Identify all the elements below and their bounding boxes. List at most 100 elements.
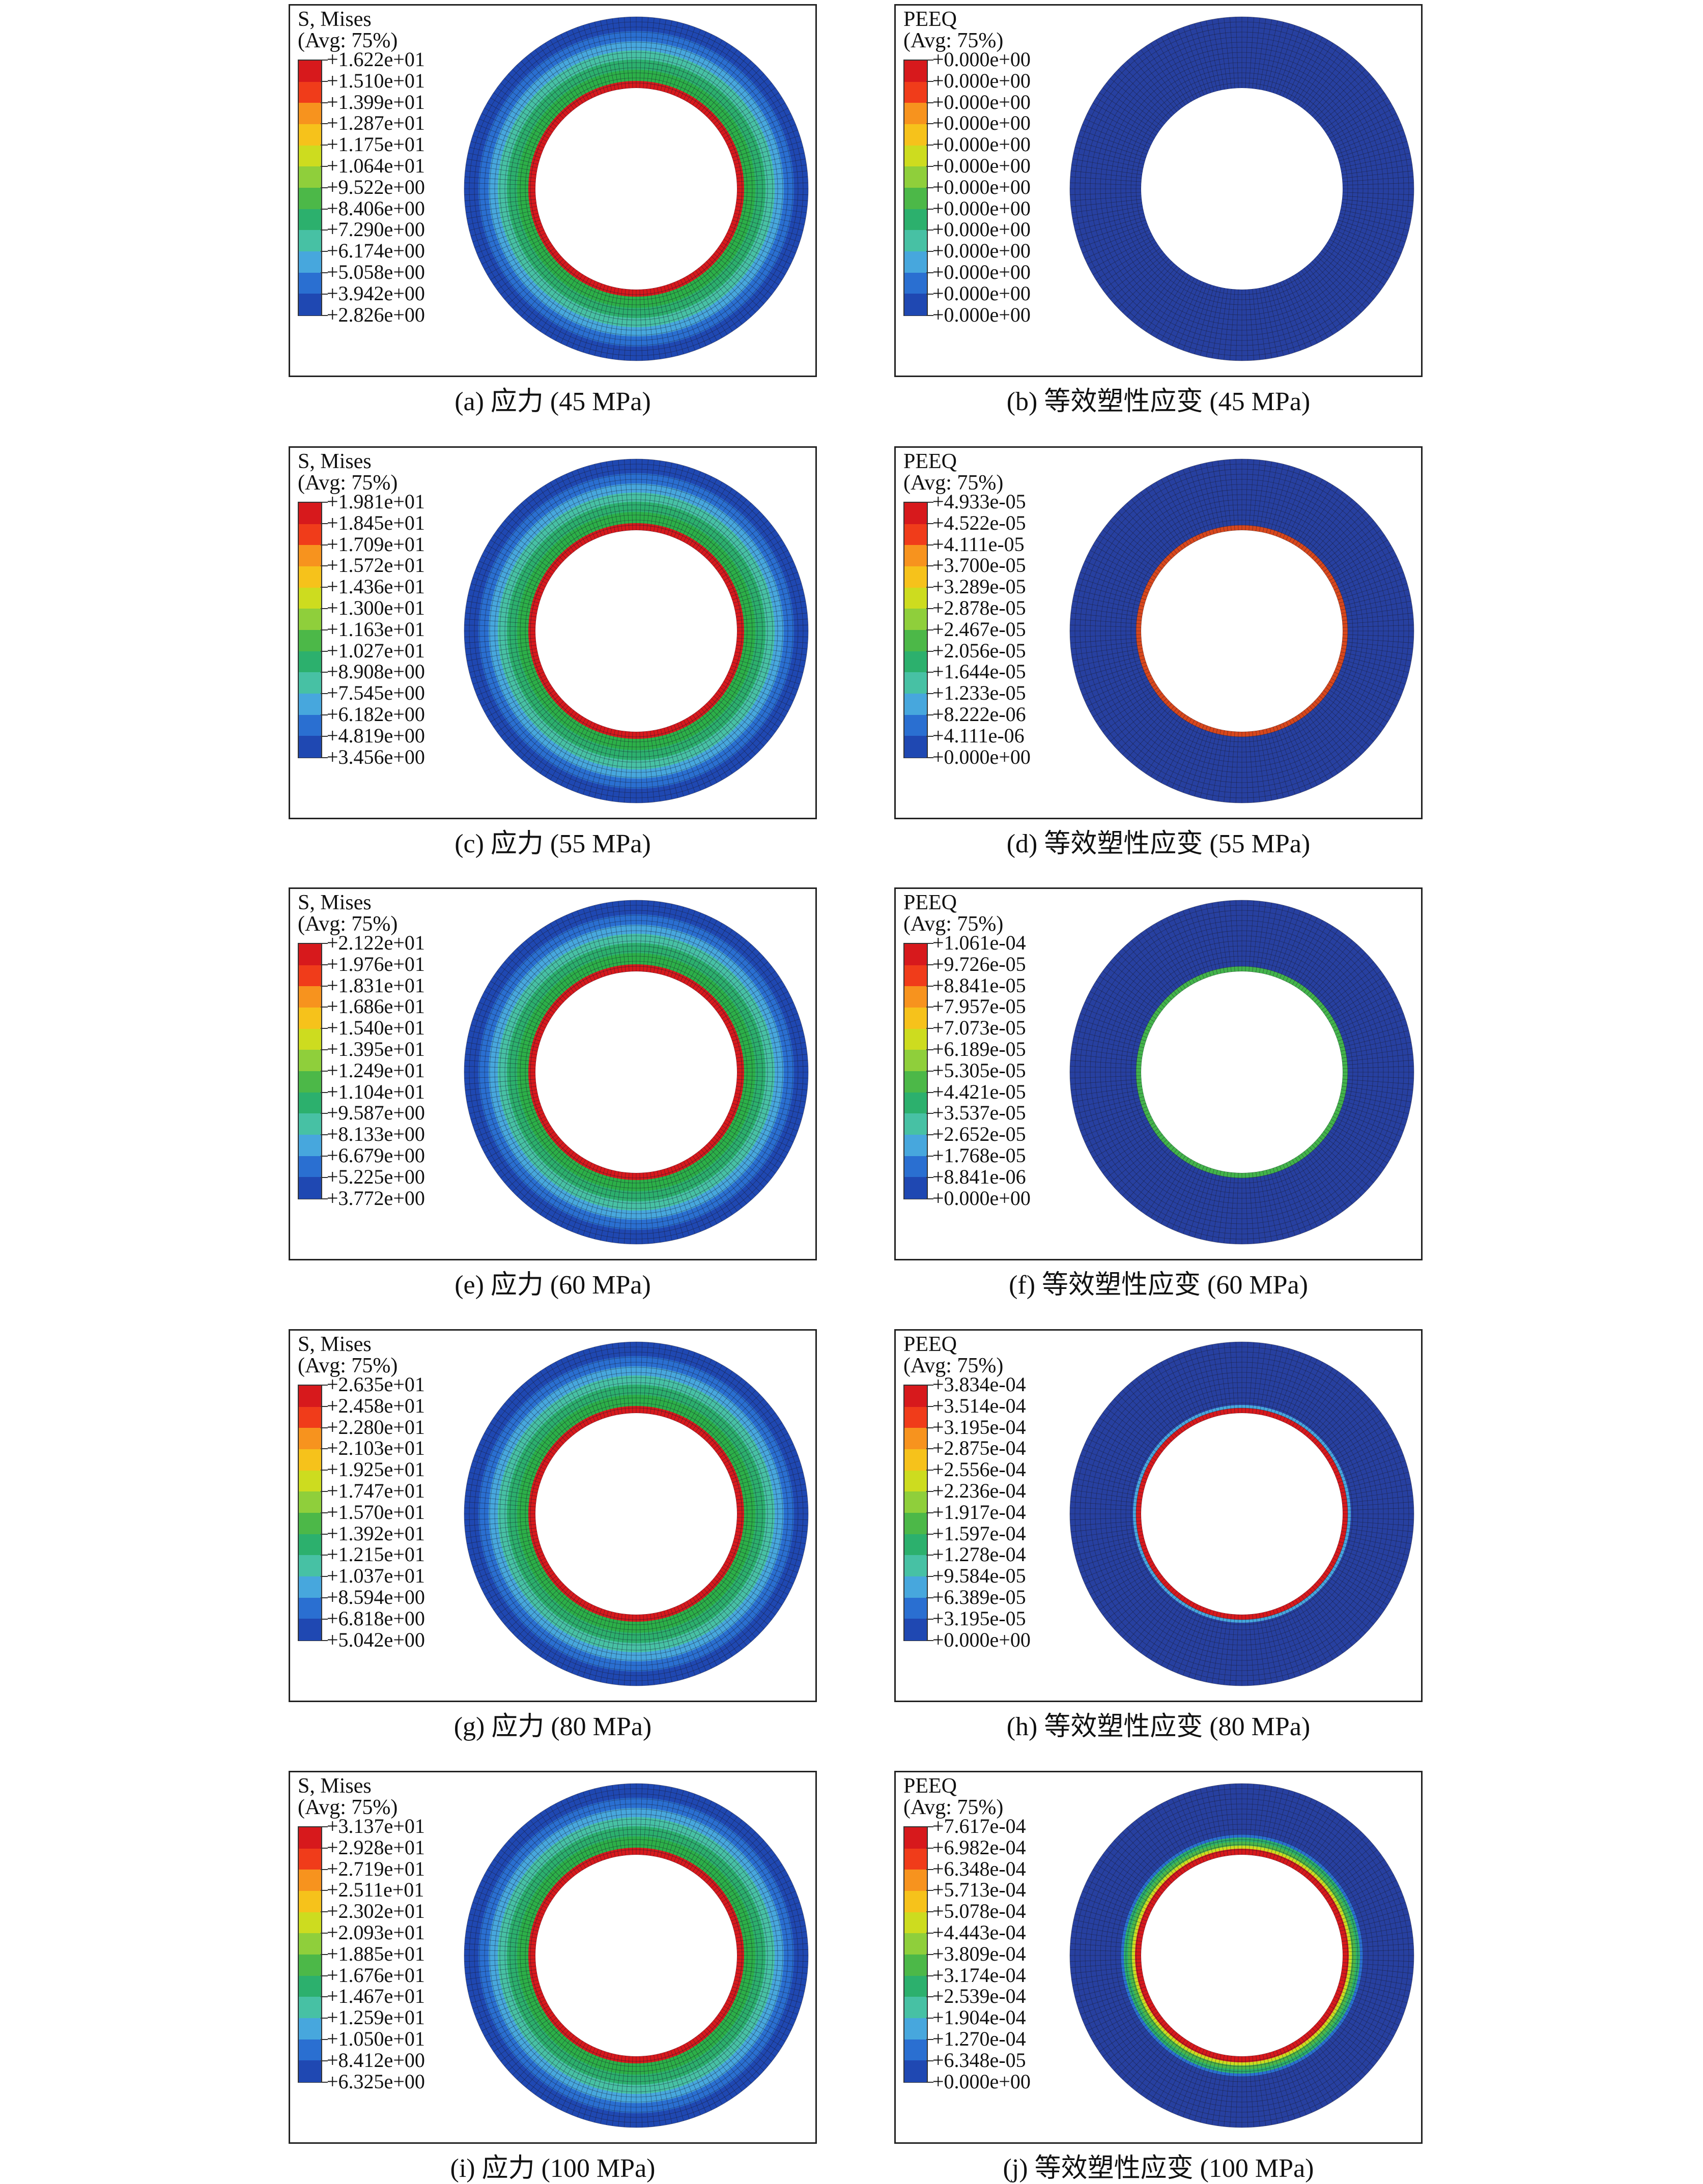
legend-value: +1.676e+01 bbox=[327, 1963, 425, 1987]
legend-swatch bbox=[299, 1028, 321, 1050]
legend-value: +2.236e-04 bbox=[932, 1479, 1026, 1502]
legend-swatch bbox=[299, 944, 321, 966]
legend-tick bbox=[321, 1049, 328, 1050]
legend-value: +6.818e+00 bbox=[327, 1606, 425, 1630]
legend-value: +7.545e+00 bbox=[327, 681, 425, 705]
legend-tick bbox=[321, 102, 328, 103]
legend-swatch bbox=[299, 81, 321, 103]
ring-contour-plot bbox=[1069, 900, 1414, 1245]
legend-tick bbox=[926, 1134, 933, 1136]
legend-value: +2.928e+01 bbox=[327, 1835, 425, 1859]
legend-swatch bbox=[904, 1997, 927, 2019]
legend-tick bbox=[926, 1176, 933, 1178]
legend-value: +6.348e-05 bbox=[932, 2048, 1026, 2072]
legend-title: S, Mises bbox=[298, 1774, 372, 1798]
legend-tick bbox=[321, 1640, 328, 1641]
ring-hole bbox=[1141, 971, 1343, 1173]
legend-value: +0.000e+00 bbox=[932, 175, 1031, 198]
legend-subtitle: (Avg: 75%) bbox=[903, 29, 1004, 52]
legend-swatch bbox=[904, 81, 927, 103]
legend-subtitle: (Avg: 75%) bbox=[298, 1354, 398, 1377]
panel-caption: (b) 等效塑性应变 (45 MPa) bbox=[1006, 387, 1311, 416]
legend-value: +1.686e+01 bbox=[327, 995, 425, 1018]
legend-tick bbox=[321, 1576, 328, 1577]
legend-value: +3.537e-05 bbox=[932, 1101, 1026, 1125]
legend-tick bbox=[926, 1597, 933, 1598]
legend-value: +8.412e+00 bbox=[327, 2048, 425, 2072]
legend-swatch bbox=[904, 1555, 927, 1577]
legend-tick bbox=[321, 1198, 328, 1199]
legend-tick bbox=[321, 1113, 328, 1114]
legend-colorbar bbox=[298, 1385, 322, 1641]
legend-tick bbox=[926, 1576, 933, 1577]
legend-tick bbox=[926, 1953, 933, 1955]
legend-swatch bbox=[904, 1933, 927, 1955]
legend-value: +1.436e+01 bbox=[327, 575, 425, 598]
legend-value: +1.831e+01 bbox=[327, 973, 425, 997]
legend-value: +1.233e-05 bbox=[932, 681, 1026, 705]
legend-tick bbox=[926, 1405, 933, 1407]
legend-swatch bbox=[904, 672, 927, 694]
legend-swatch bbox=[904, 166, 927, 188]
legend-value: +2.878e-05 bbox=[932, 596, 1026, 619]
legend-value: +6.389e-05 bbox=[932, 1586, 1026, 1608]
legend-tick bbox=[321, 208, 328, 210]
legend-value: +3.809e-04 bbox=[932, 1942, 1026, 1965]
legend-tick bbox=[926, 1007, 933, 1008]
legend-tick bbox=[321, 1597, 328, 1598]
legend-value: +0.000e+00 bbox=[932, 1628, 1031, 1651]
legend-tick bbox=[926, 672, 933, 673]
legend-swatch bbox=[904, 1406, 927, 1428]
legend-value: +3.195e-04 bbox=[932, 1415, 1026, 1439]
legend-subtitle: (Avg: 75%) bbox=[903, 912, 1004, 936]
legend-colorbar bbox=[903, 1826, 928, 2083]
legend-swatch bbox=[904, 1513, 927, 1535]
legend-swatch bbox=[299, 524, 321, 545]
panel-caption: (g) 应力 (80 MPa) bbox=[453, 1712, 652, 1741]
legend-title: S, Mises bbox=[298, 450, 372, 473]
legend-subtitle: (Avg: 75%) bbox=[903, 471, 1004, 495]
legend-tick bbox=[926, 650, 933, 652]
legend-swatch bbox=[904, 2018, 927, 2040]
legend-tick bbox=[321, 587, 328, 588]
legend-title: PEEQ bbox=[903, 891, 957, 914]
legend-value: +3.700e-05 bbox=[932, 554, 1026, 577]
legend-value: +8.841e-05 bbox=[932, 973, 1026, 997]
legend-tick bbox=[926, 608, 933, 609]
legend-value: +1.050e+01 bbox=[327, 2027, 425, 2050]
legend-swatch bbox=[904, 1975, 927, 1997]
legend-swatch bbox=[299, 272, 321, 294]
legend-tick bbox=[926, 1512, 933, 1513]
legend-swatch bbox=[299, 1975, 321, 1997]
legend-value: +5.225e+00 bbox=[327, 1165, 425, 1188]
legend-value: +1.259e+01 bbox=[327, 2006, 425, 2029]
legend-value: +6.189e-05 bbox=[932, 1038, 1026, 1060]
legend-swatch bbox=[904, 1113, 927, 1135]
legend-swatch bbox=[299, 1870, 321, 1891]
legend-swatch bbox=[299, 1576, 321, 1598]
legend-tick bbox=[926, 1385, 933, 1386]
legend-value: +0.000e+00 bbox=[932, 90, 1031, 113]
ring-contour-plot bbox=[464, 1341, 809, 1686]
legend-value: +0.000e+00 bbox=[932, 1186, 1031, 1210]
legend-colorbar bbox=[903, 943, 928, 1199]
legend-tick bbox=[926, 1491, 933, 1492]
legend-value: +1.061e-04 bbox=[932, 931, 1026, 954]
legend-tick bbox=[926, 1869, 933, 1870]
legend-swatch bbox=[904, 2039, 927, 2061]
legend-swatch bbox=[904, 251, 927, 273]
legend-tick bbox=[926, 693, 933, 695]
legend-value: +7.290e+00 bbox=[327, 218, 425, 241]
legend-subtitle: (Avg: 75%) bbox=[298, 1796, 398, 1819]
legend-value: +1.540e+01 bbox=[327, 1016, 425, 1040]
legend-tick bbox=[926, 1470, 933, 1471]
legend-tick bbox=[926, 943, 933, 944]
legend-tick bbox=[321, 608, 328, 609]
ring-contour-plot bbox=[1069, 1341, 1414, 1686]
legend-value: +1.904e-04 bbox=[932, 2006, 1026, 2029]
legend-swatch bbox=[904, 1008, 927, 1029]
legend-value: +1.597e-04 bbox=[932, 1521, 1026, 1545]
legend-value: +0.000e+00 bbox=[932, 239, 1031, 263]
ring-contour-plot bbox=[1069, 16, 1414, 361]
legend-value: +9.587e+00 bbox=[327, 1101, 425, 1125]
